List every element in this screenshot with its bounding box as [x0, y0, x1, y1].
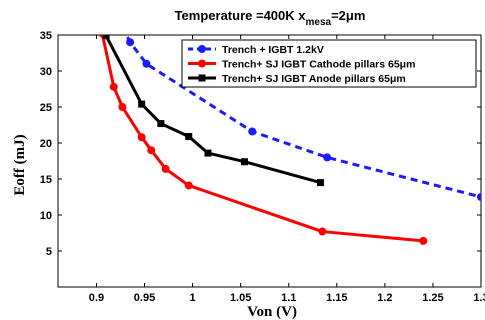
series-3-point	[204, 149, 212, 157]
x-axis-label: Von (V)	[247, 304, 297, 320]
x-tick-label: 1.25	[422, 292, 443, 304]
y-tick-label: 10	[40, 210, 52, 222]
series-2-point	[419, 236, 428, 245]
legend-marker-3	[198, 74, 206, 82]
x-tick-label: 0.9	[89, 292, 104, 304]
y-tick-label: 20	[40, 138, 52, 150]
series-3-point	[185, 133, 193, 141]
plot-frame	[57, 34, 482, 288]
legend-label-1: Trench + IGBT 1.2kV	[222, 44, 324, 56]
y-tick-label: 25	[40, 102, 52, 114]
x-tick-label: 1.05	[230, 292, 251, 304]
x-tick-label: 0.95	[134, 292, 155, 304]
series-1-point	[126, 38, 135, 47]
series-2-point	[318, 227, 327, 236]
series-3-point	[102, 35, 110, 40]
x-tick-label: 1.3	[473, 292, 485, 304]
y-tick-label: 35	[40, 30, 52, 42]
plot-area: 0.9 0.95 1 1.05 1.1 1.15 1.2 1.25 1.3 5 10 15 20 25 30…	[40, 12, 485, 304]
series-2-point	[109, 82, 118, 91]
series-3-point	[316, 179, 324, 187]
legend-marker-2	[198, 59, 206, 68]
legend: Trench + IGBT 1.2kV Trench+ SJ IGBT Catho…	[181, 39, 477, 88]
series-2-point	[161, 164, 170, 173]
y-tick-label: 15	[40, 174, 52, 186]
chart-title: Temperature =400K xmesa=2μm	[175, 8, 366, 28]
y-tick-label: 30	[40, 66, 52, 78]
series-2-point	[184, 181, 193, 190]
y-tick-label: 5	[46, 246, 52, 258]
y-axis-label: Eoff (mJ)	[12, 134, 28, 195]
series-2-point	[147, 146, 156, 155]
legend-label-2: Trench+ SJ IGBT Cathode pillars 65μm	[222, 59, 415, 71]
series-3-point	[138, 100, 146, 108]
chart-title-subscript: mesa	[306, 17, 332, 28]
x-tick-label: 1.15	[326, 292, 347, 304]
chart-title-prefix: Temperature =400K x	[175, 8, 307, 23]
series-line-1	[124, 35, 481, 199]
series-1-point	[477, 193, 481, 201]
series-1-point	[248, 127, 257, 136]
legend-label-3: Trench+ SJ IGBT Anode pillars 65μm	[222, 73, 406, 85]
series-1-point	[142, 59, 151, 68]
series-2-point	[137, 133, 146, 142]
series-1-point	[113, 12, 121, 20]
x-tick-label: 1.2	[377, 292, 392, 304]
series-3-point	[157, 120, 165, 128]
legend-marker-1	[198, 45, 206, 53]
x-tick-label: 1.1	[281, 292, 296, 304]
x-tick-label: 1	[190, 292, 196, 304]
data-layer	[98, 12, 481, 245]
series-1-point	[323, 153, 332, 162]
series-2-point	[118, 103, 127, 111]
legend-box	[181, 39, 477, 88]
series-3-point	[241, 158, 249, 166]
chart-title-suffix: =2μm	[331, 8, 365, 23]
